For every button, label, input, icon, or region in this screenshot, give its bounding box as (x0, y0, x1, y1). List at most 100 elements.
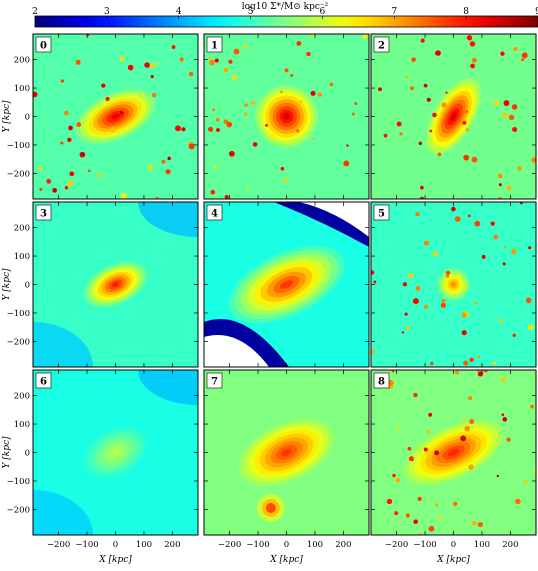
satellite-clump (435, 50, 441, 56)
map-panel-6: 6 −200 −100 0 100 200 Y [kpc] −200 −100 0 100 200 X … (2, 369, 199, 565)
satellite-clump (188, 71, 194, 77)
satellite-clump (228, 59, 233, 64)
y-tick-label: 0 (25, 449, 30, 459)
satellite-clump (280, 90, 283, 94)
satellite-clump (215, 117, 220, 122)
satellite-clump (481, 254, 486, 259)
satellite-clump (310, 90, 316, 96)
satellite-clump (471, 520, 477, 526)
satellite-clump (228, 150, 235, 157)
satellite-clump (299, 100, 303, 104)
x-axis-label: X [kpc] (436, 555, 470, 565)
colorbar-tick-label: 9 (535, 7, 538, 17)
satellite-clump (280, 166, 285, 171)
density-contour (447, 448, 460, 457)
satellite-clump (60, 141, 64, 145)
satellite-clump (474, 301, 478, 305)
satellite-clump (423, 447, 428, 452)
y-axis-label: Y [kpc] (2, 268, 12, 301)
panel-label: 6 (40, 377, 47, 388)
map-panel-7: 7 −200 −100 0 100 200 X [kpc] (203, 369, 370, 565)
satellite-clump (223, 67, 229, 73)
satellite-clump (283, 178, 288, 183)
y-tick-label: 0 (25, 113, 30, 123)
satellite-clump (394, 511, 399, 516)
satellite-clump (420, 38, 425, 43)
satellite-clump (468, 396, 473, 401)
y-tick-label: −200 (7, 169, 30, 179)
satellite-clump (500, 51, 505, 56)
satellite-clump (406, 325, 411, 330)
satellite-clump (502, 417, 508, 422)
satellite-clump (437, 152, 442, 157)
panel-label-box (373, 372, 390, 389)
satellite-clump (67, 137, 72, 143)
satellite (265, 502, 276, 513)
y-axis-label: Y [kpc] (2, 100, 12, 133)
satellite-clump (68, 125, 73, 131)
satellite-clump (371, 349, 375, 354)
panel-label-box (206, 204, 223, 221)
panel-label: 2 (378, 41, 385, 52)
density-contour (111, 449, 120, 456)
satellite-clump (419, 196, 425, 199)
satellite-clump (246, 187, 249, 191)
y-tick-label: −200 (7, 337, 30, 347)
satellite-clump (378, 87, 383, 92)
satellite-clump (149, 63, 155, 69)
y-tick-label: −200 (7, 505, 30, 515)
empty-region (204, 335, 269, 367)
panel-label: 3 (40, 209, 47, 220)
satellite-clump (179, 57, 184, 62)
panel-grid: 0 −200 −100 0 100 200 Y [kpc] 1 2 3 −200 −100 0 100 20… (2, 33, 537, 565)
satellite-clump (477, 521, 483, 528)
panel-label: 8 (378, 377, 385, 388)
satellite-clump (464, 425, 471, 432)
satellite-clump (38, 166, 43, 171)
satellite-clump (412, 298, 419, 305)
satellite-clump (466, 35, 473, 41)
density-contour (283, 113, 290, 120)
satellite-clump (468, 464, 474, 470)
satellite-clump (405, 75, 409, 79)
satellite-clump (99, 124, 104, 128)
colorbar-tick-label: 3 (104, 7, 110, 17)
satellite-clump (415, 285, 421, 291)
satellite-clump (233, 48, 240, 55)
satellite-clump (64, 186, 69, 190)
y-tick-label: 200 (14, 56, 30, 66)
satellite-clump (223, 119, 229, 124)
satellite-clump (533, 468, 536, 473)
satellite-clump (521, 52, 528, 59)
y-tick-label: −100 (7, 477, 30, 487)
satellite-clump (419, 185, 424, 190)
map-panel-1: 1 (203, 33, 370, 200)
satellite-clump (499, 318, 503, 323)
y-tick-label: 200 (14, 392, 30, 402)
x-tick-label: 100 (136, 540, 152, 550)
satellite-clump (506, 185, 512, 191)
satellite-clump (252, 142, 258, 147)
satellite-clump (460, 435, 467, 442)
satellite-clump (513, 46, 518, 52)
satellite-clump (423, 304, 429, 309)
satellite-clump (512, 333, 516, 337)
satellite-clump (432, 251, 438, 257)
satellite-clump (503, 100, 510, 107)
satellite-clump (528, 246, 532, 250)
satellite-clump (155, 196, 159, 199)
satellite-clump (469, 357, 474, 362)
satellite-clump (210, 189, 216, 195)
panel-label-box (206, 36, 223, 53)
satellite-clump (88, 169, 91, 173)
satellite-clump (97, 173, 102, 178)
satellite-clump (528, 324, 534, 331)
satellite-clump (469, 41, 476, 47)
panel-label-box (373, 204, 390, 221)
satellite-clump (399, 132, 403, 136)
satellite-clump (231, 74, 237, 80)
satellite-clump (60, 79, 65, 83)
satellite-clump (39, 187, 43, 191)
density-contour (111, 113, 120, 120)
satellite-clump (467, 214, 471, 218)
